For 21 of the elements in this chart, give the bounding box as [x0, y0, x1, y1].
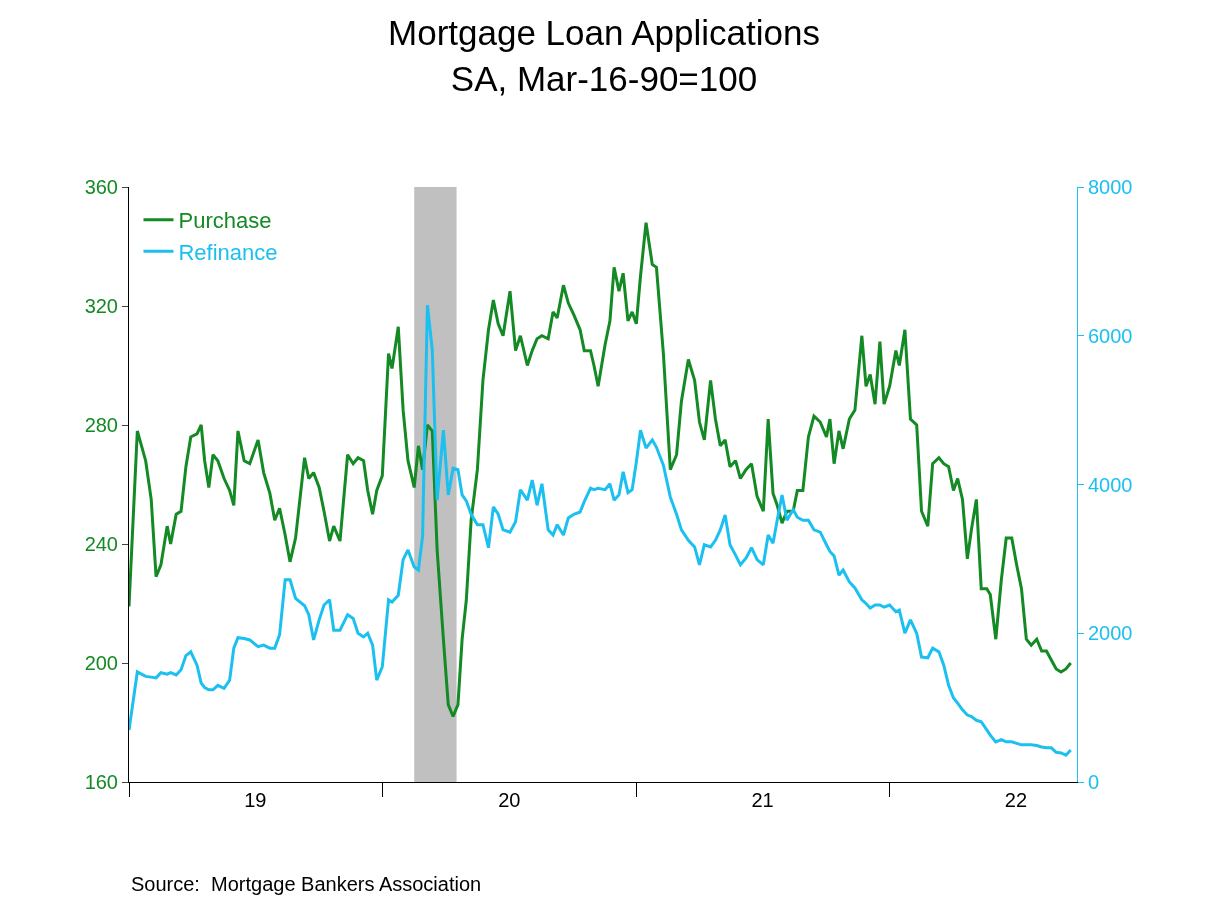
x-tick-label: 22 [1004, 789, 1028, 811]
y2-tick-label: 0 [1088, 771, 1100, 793]
chart-title: Mortgage Loan Applications [388, 13, 820, 53]
y-tick-label: 160 [84, 771, 118, 793]
chart-subtitle: SA, Mar-16-90=100 [450, 58, 758, 98]
y-tick-label: 280 [84, 414, 118, 436]
y-tick-label: 240 [84, 533, 118, 555]
x-tick-label: 20 [498, 789, 521, 811]
y2-tick-label: 8000 [1088, 176, 1133, 198]
y2-tick-label: 6000 [1088, 324, 1133, 347]
y-tick-label: 320 [84, 295, 118, 317]
x-tick-label: 19 [244, 789, 267, 811]
x-tick-label: 21 [751, 789, 774, 811]
y2-tick-label: 4000 [1088, 473, 1133, 496]
y-tick-label: 200 [84, 652, 118, 674]
line-series [129, 303, 1073, 757]
y2-tick-label: 2000 [1088, 622, 1133, 645]
y-tick-label: 360 [84, 176, 118, 198]
source-note: Source: Mortgage Bankers Association [131, 873, 482, 895]
legend-label: Purchase [178, 208, 272, 234]
legend-label: Refinance [178, 239, 278, 265]
